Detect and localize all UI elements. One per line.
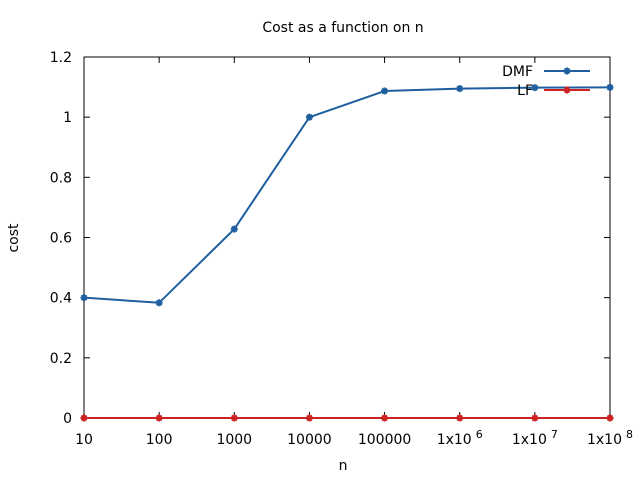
y-tick-label: 1	[63, 110, 72, 126]
y-tick-labels: 0 0.2 0.4 0.6 0.8 1 1.2	[50, 50, 72, 427]
y-tick-label: 0.6	[50, 231, 72, 247]
data-point-lf	[456, 414, 464, 422]
x-tick-label: 1x10 7	[512, 428, 558, 448]
data-point-lf	[305, 414, 313, 422]
data-point-lf	[230, 414, 238, 422]
x-tick-label: 100	[146, 432, 173, 448]
legend-marker-lf	[563, 86, 571, 94]
data-point-dmf	[381, 87, 389, 95]
plot-frame	[83, 56, 611, 419]
x-tick-label: 10	[75, 432, 93, 448]
series-layer	[80, 83, 614, 422]
data-point-dmf	[531, 84, 539, 92]
x-axis-label: n	[339, 458, 348, 474]
data-point-dmf	[230, 225, 238, 233]
series-line-dmf	[83, 86, 611, 304]
y-tick-label: 0.4	[50, 291, 72, 307]
legend: DMF LF	[502, 64, 590, 99]
data-point-lf	[381, 414, 389, 422]
x-tick-label: 10000	[287, 432, 332, 448]
legend-label-lf: LF	[517, 83, 533, 99]
x-tick-label: 1x10 8	[587, 428, 633, 448]
x-tick-labels: 10 100 1000 10000 100000 1x10 6 1x10 7 1x10 8	[75, 428, 633, 448]
y-tick-label: 0.8	[50, 170, 72, 186]
data-point-dmf	[80, 294, 88, 302]
legend-label-dmf: DMF	[502, 64, 533, 80]
x-tick-label: 1000	[216, 432, 252, 448]
data-point-lf	[531, 414, 539, 422]
y-tick-label: 1.2	[50, 50, 72, 66]
y-tick-label: 0	[63, 411, 72, 427]
data-point-lf	[606, 414, 614, 422]
y-tick-label: 0.2	[50, 351, 72, 367]
axis-ticks	[83, 56, 611, 419]
data-point-dmf	[456, 85, 464, 93]
x-tick-label: 100000	[358, 432, 411, 448]
legend-marker-dmf	[563, 67, 571, 75]
data-point-dmf	[606, 83, 614, 91]
x-tick-label: 1x10 6	[437, 428, 483, 448]
data-point-dmf	[305, 113, 313, 121]
y-axis-label: cost	[6, 223, 22, 253]
data-point-dmf	[155, 299, 163, 307]
data-point-lf	[155, 414, 163, 422]
data-point-lf	[80, 414, 88, 422]
chart-title: Cost as a function on n	[262, 20, 423, 36]
